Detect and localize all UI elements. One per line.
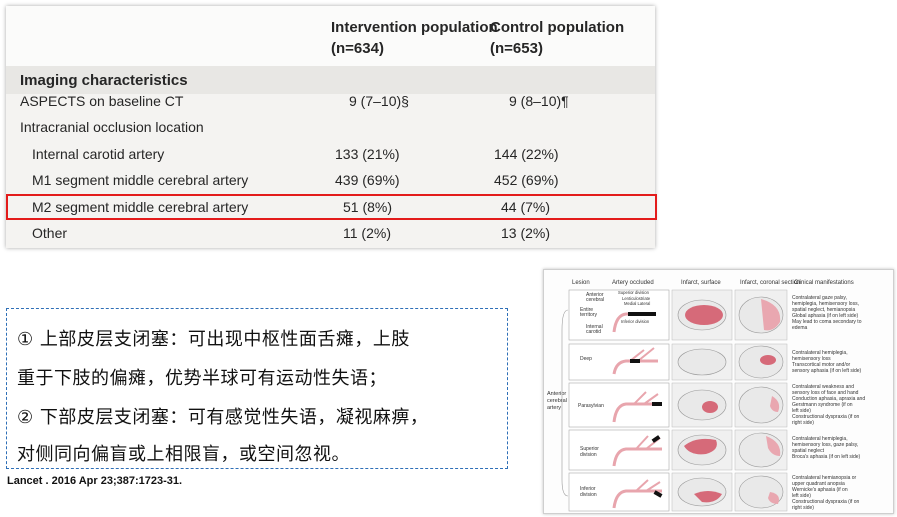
section-title: Imaging characteristics xyxy=(20,72,188,89)
note-line-1: ① 上部皮层支闭塞：可出现中枢性面舌瘫，上肢 xyxy=(17,329,410,350)
fig-entire-lesion-1: Anterior xyxy=(586,292,604,298)
row-m1-label: M1 segment middle cerebral artery xyxy=(32,172,249,188)
fig-entire-clinical-2: hemiplegia, hemisensory loss, xyxy=(792,301,859,307)
mca-infarct-figure: Lesion Artery occluded Infarct, surface … xyxy=(543,269,894,514)
fig-inferior-clinical-2: upper quadrant anopsia xyxy=(792,481,845,487)
col-intervention-title: Intervention population xyxy=(331,19,498,36)
fig-row-entire: Anterior cerebral Entire territory Inter… xyxy=(568,289,862,341)
m2-highlight-box xyxy=(6,194,657,220)
fig-row-parasylvian: Parasylvian Contralateral weakness and s… xyxy=(568,382,865,428)
fig-inferior-clinical-5: Constructional dyspraxia (if on xyxy=(792,499,859,505)
fig-parasylvian-clinical-4: Gerstmann syndrome (if on xyxy=(792,402,853,408)
fig-artery-4: Inferior division xyxy=(621,319,650,324)
fig-entire-lesion-4: territory xyxy=(580,312,597,318)
fig-inferior-lesion-2: division xyxy=(580,492,597,498)
row-m2-control: 44 (7%) xyxy=(501,199,551,215)
fig-inferior-lesion-1: Inferior xyxy=(580,486,596,492)
row-ica-control: 144 (22%) xyxy=(494,146,559,162)
fig-parasylvian-clinical-2: sensory loss of face and hand xyxy=(792,390,859,396)
fig-entire-lesion-5: Internal xyxy=(586,324,603,330)
fig-inferior-clinical-1: Contralateral hemianopsia or xyxy=(792,475,857,481)
row-occlusion-label: Intracranial occlusion location xyxy=(20,119,204,135)
fig-group-label-3: artery xyxy=(547,405,561,411)
row-other-label: Other xyxy=(32,225,68,241)
fig-group-bracket xyxy=(561,309,569,497)
row-m2-label: M2 segment middle cerebral artery xyxy=(32,199,249,215)
fig-entire-lesion-6: carotid xyxy=(586,329,601,335)
fig-row-deep: Deep Contralateral hemiplegia, hemisenso… xyxy=(568,343,862,381)
fig-row-superior: Superior division Contralateral hemipleg… xyxy=(568,429,861,471)
note-line-4: 对侧同向偏盲或上相限盲，或空间忽视。 xyxy=(17,444,350,465)
fig-entire-clinical-1: Contralateral gaze palsy, xyxy=(792,295,847,301)
fig-parasylvian-clinical-3: Conduction aphasia, apraxia and xyxy=(792,396,865,402)
row-aspects-intervention: 9 (7–10)§ xyxy=(349,93,409,109)
figure-svg: Lesion Artery occluded Infarct, surface … xyxy=(547,280,865,512)
fig-entire-clinical-3: spatial neglect, hemianopsia xyxy=(792,307,855,313)
fig-superior-clinical-2: hemisensory loss, gaze palsy, xyxy=(792,442,858,448)
fig-parasylvian-clinical-1: Contralateral weakness and xyxy=(792,384,854,390)
col-control-n: (n=653) xyxy=(490,40,543,57)
row-ica-intervention: 133 (21%) xyxy=(335,146,400,162)
fig-row-inferior: Inferior division Contralateral hemianop… xyxy=(568,472,859,512)
fig-deep-clinical-3: Transcortical motor and/or xyxy=(792,362,851,368)
section-row: Imaging characteristics xyxy=(6,66,655,94)
col-intervention-n: (n=634) xyxy=(331,40,384,57)
fig-header-coronal: Infarct, coronal section xyxy=(740,280,800,286)
citation: Lancet . 2016 Apr 23;387:1723-31. xyxy=(7,475,183,487)
fig-parasylvian-lesion: Parasylvian xyxy=(578,403,604,409)
table-header: Intervention population (n=634) Control … xyxy=(6,6,655,67)
fig-parasylvian-clinical-5: left side) xyxy=(792,408,811,414)
fig-deep-clinical-2: hemisensory loss xyxy=(792,356,831,362)
fig-superior-lesion-1: Superior xyxy=(580,446,599,452)
fig-header-surface: Infarct, surface xyxy=(681,280,721,286)
col-control-title: Control population xyxy=(490,19,625,36)
row-other-intervention: 11 (2%) xyxy=(343,225,391,241)
row-other-control: 13 (2%) xyxy=(501,225,551,241)
fig-entire-clinical-4: Global aphasia (if on left side) xyxy=(792,313,858,319)
fig-parasylvian-clinical-7: right side) xyxy=(792,420,814,426)
fig-artery-2: Lenticulostriate xyxy=(622,296,651,301)
fig-entire-clinical-5: May lead to coma secondary to xyxy=(792,319,862,325)
fig-inferior-clinical-3: Wernicke's aphasia (if on xyxy=(792,487,848,493)
fig-superior-clinical-1: Contralateral hemiplegia, xyxy=(792,436,848,442)
fig-entire-clinical-6: edema xyxy=(792,325,808,331)
row-ica-label: Internal carotid artery xyxy=(32,146,165,162)
fig-deep-clinical-1: Contralateral hemiplegia, xyxy=(792,350,848,356)
note-line-3: ② 下部皮层支闭塞：可有感觉性失语，凝视麻痹， xyxy=(17,407,429,428)
fig-parasylvian-clinical-6: Constructional dyspraxia (if on xyxy=(792,414,859,420)
note-line-2: 重于下肢的偏瘫，优势半球可有运动性失语； xyxy=(17,368,387,389)
fig-inferior-clinical-6: right side) xyxy=(792,505,814,511)
fig-entire-lesion-3: Entire xyxy=(580,307,593,313)
row-aspects-control: 9 (8–10)¶ xyxy=(509,93,569,109)
row-m2-intervention: 51 (8%) xyxy=(343,199,393,215)
fig-header-lesion: Lesion xyxy=(572,280,590,286)
fig-group-label-2: cerebral xyxy=(547,398,567,404)
fig-header-clinical: Clinical manifestations xyxy=(794,280,854,286)
row-m1-intervention: 439 (69%) xyxy=(335,172,400,188)
fig-group-label-1: Anterior xyxy=(547,391,566,397)
fig-inferior-clinical-4: left side) xyxy=(792,493,811,499)
fig-artery-3: Medial Lateral xyxy=(624,301,650,306)
baseline-characteristics-table: Intervention population (n=634) Control … xyxy=(6,6,657,248)
row-m1-control: 452 (69%) xyxy=(494,172,559,188)
fig-superior-lesion-2: division xyxy=(580,452,597,458)
fig-superior-clinical-4: Broca's aphasia (if on left side) xyxy=(792,454,861,460)
fig-entire-lesion-2: cerebral xyxy=(586,297,604,303)
fig-superior-clinical-3: spatial neglect xyxy=(792,448,825,454)
row-aspects-label: ASPECTS on baseline CT xyxy=(20,93,184,109)
clinical-notes-box: ① 上部皮层支闭塞：可出现中枢性面舌瘫，上肢 重于下肢的偏瘫，优势半球可有运动性… xyxy=(6,308,508,469)
fig-deep-clinical-4: sensory aphasia (if on left side) xyxy=(792,368,862,374)
fig-header-artery: Artery occluded xyxy=(612,280,654,286)
fig-deep-lesion: Deep xyxy=(580,356,592,362)
fig-artery-1: Superior division xyxy=(618,290,650,295)
